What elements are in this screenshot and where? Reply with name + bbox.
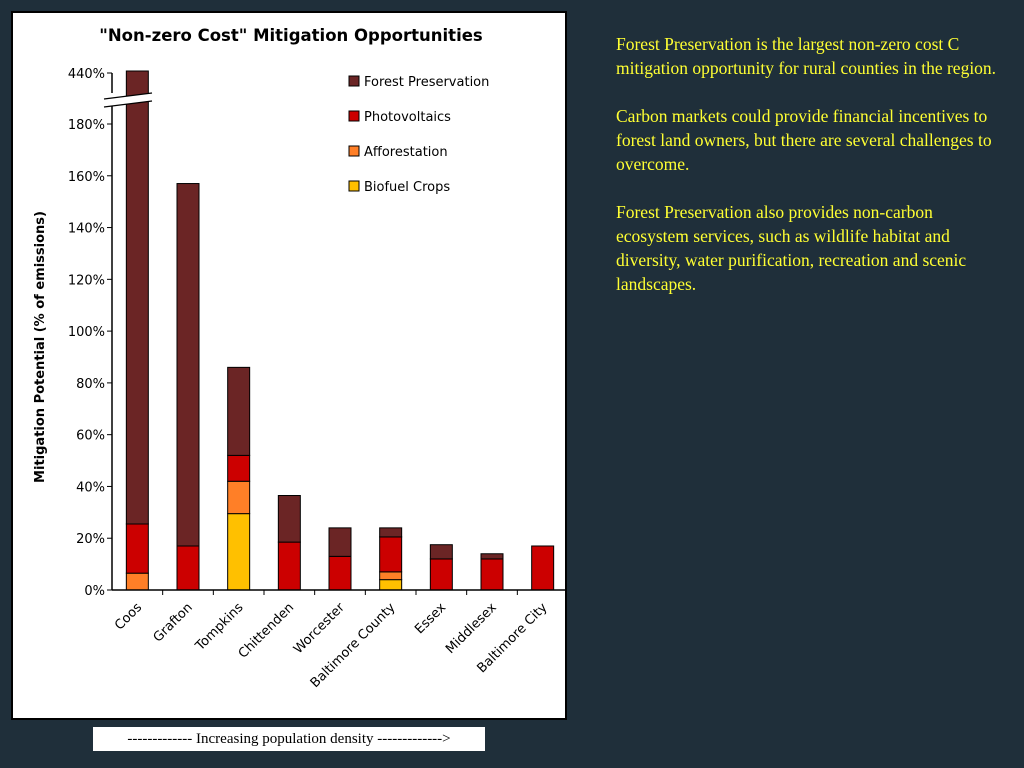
x-tick-label-essex: Essex — [412, 600, 449, 637]
legend-swatch-afforestation — [348, 145, 360, 157]
y-tick-label-break-top: 440% — [68, 67, 105, 82]
y-tick-label: 180% — [68, 118, 105, 133]
bar-coos-photovoltaics — [125, 523, 149, 574]
bar-grafton-forest-preservation — [176, 183, 200, 547]
legend-label-forest-preservation: Forest Preservation — [364, 75, 489, 90]
bar-chittenden-forest-preservation — [277, 495, 301, 543]
legend-swatch-biofuel-crops — [348, 180, 360, 192]
bar-middlesex-forest-preservation — [480, 553, 504, 560]
stacked-bar-chart: "Non-zero Cost" Mitigation Opportunities… — [33, 26, 565, 691]
chart-panel: "Non-zero Cost" Mitigation Opportunities… — [11, 11, 567, 720]
x-tick-label-baltimore-county: Baltimore County — [308, 600, 399, 691]
bar-worcester-forest-preservation — [328, 527, 352, 557]
y-tick-label: 160% — [68, 170, 105, 185]
bar-essex-forest-preservation — [429, 544, 453, 560]
bar-worcester-photovoltaics — [328, 555, 352, 591]
y-tick-label: 100% — [68, 325, 105, 340]
bar-baltimore-county-biofuel-crops — [379, 579, 403, 591]
y-tick-label: 60% — [76, 429, 105, 444]
y-axis-label: Mitigation Potential (% of emissions) — [33, 211, 48, 483]
bar-baltimore-county-forest-preservation — [379, 527, 403, 538]
bar-baltimore-city-photovoltaics — [531, 545, 555, 591]
bar-chittenden-photovoltaics — [277, 541, 301, 591]
legend-label-biofuel-crops: Biofuel Crops — [364, 180, 450, 195]
axis-break-mark — [103, 92, 153, 100]
bar-baltimore-county-photovoltaics — [379, 536, 403, 573]
y-tick-label: 140% — [68, 222, 105, 237]
y-tick-label: 20% — [76, 532, 105, 547]
legend-label-afforestation: Afforestation — [364, 145, 448, 160]
x-tick-label-grafton: Grafton — [151, 600, 196, 645]
note-paragraph-1: Forest Preservation is the largest non-z… — [616, 34, 997, 78]
bar-middlesex-photovoltaics — [480, 558, 504, 591]
bar-essex-photovoltaics — [429, 558, 453, 591]
notes-panel: Forest Preservation is the largest non-z… — [616, 32, 1008, 320]
legend-swatch-photovoltaics — [348, 110, 360, 122]
bar-tompkins-photovoltaics — [227, 454, 251, 482]
chart-title: "Non-zero Cost" Mitigation Opportunities — [99, 26, 483, 45]
bar-grafton-photovoltaics — [176, 545, 200, 591]
bar-coos-afforestation — [125, 572, 149, 591]
bar-tompkins-forest-preservation — [227, 366, 251, 456]
y-tick-label: 40% — [76, 480, 105, 495]
bar-tompkins-biofuel-crops — [227, 513, 251, 591]
legend-label-photovoltaics: Photovoltaics — [364, 110, 451, 125]
bar-tompkins-afforestation — [227, 480, 251, 515]
legend-swatch-forest-preservation — [348, 75, 360, 87]
y-tick-label: 0% — [84, 584, 105, 599]
axis-break-mark — [103, 100, 153, 108]
x-tick-label-coos: Coos — [112, 600, 145, 633]
bar-coos-forest-preservation — [125, 70, 149, 525]
y-tick-label: 80% — [76, 377, 105, 392]
bar-baltimore-county-afforestation — [379, 571, 403, 581]
population-density-caption: ------------- Increasing population dens… — [93, 727, 485, 751]
note-paragraph-2: Carbon markets could provide financial i… — [616, 106, 992, 174]
y-tick-label: 120% — [68, 273, 105, 288]
axis-break-gap — [104, 93, 152, 107]
note-paragraph-3: Forest Preservation also provides non-ca… — [616, 202, 967, 294]
x-tick-label-tompkins: Tompkins — [192, 600, 246, 654]
